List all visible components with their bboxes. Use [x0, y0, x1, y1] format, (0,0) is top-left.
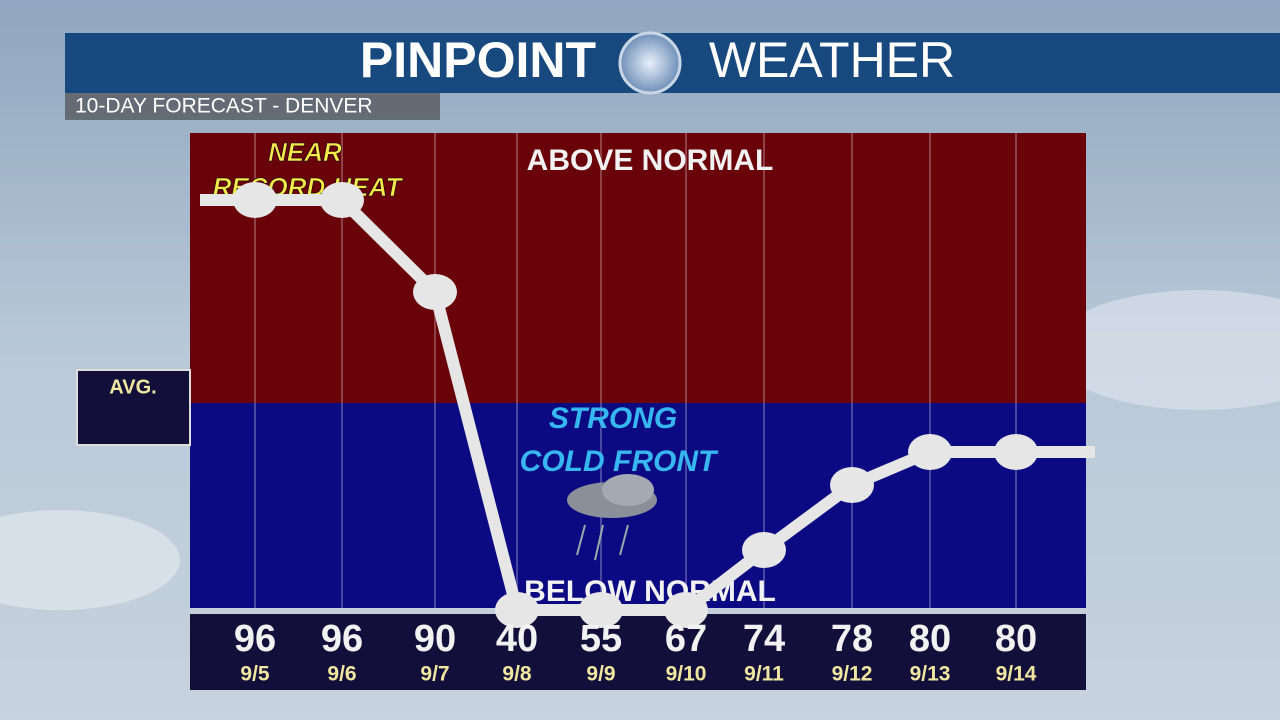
temp-label: 74	[743, 618, 785, 660]
above-label: ABOVE NORMAL	[527, 144, 774, 177]
date-label: 9/14	[996, 663, 1037, 686]
date-label: 9/5	[240, 663, 270, 686]
temp-dot	[830, 467, 874, 503]
temp-dot	[742, 532, 786, 568]
annotation: STRONG	[549, 402, 677, 435]
date-label: 9/13	[910, 663, 951, 686]
temp-dot	[908, 434, 952, 470]
brand-left: PINPOINT	[360, 32, 596, 88]
subtitle: 10-DAY FORECAST - DENVER	[75, 95, 373, 118]
temp-dot	[233, 182, 277, 218]
above-zone	[190, 133, 1086, 403]
date-label: 9/9	[586, 663, 615, 686]
cloud	[0, 510, 180, 610]
logo-globe	[618, 31, 682, 95]
temp-label: 55	[580, 618, 622, 660]
below-label: BELOW NORMAL	[524, 575, 776, 608]
temp-dot	[579, 592, 623, 628]
temp-label: 96	[321, 618, 363, 660]
temp-dot	[320, 182, 364, 218]
date-label: 9/10	[666, 663, 707, 686]
storm-icon	[567, 474, 657, 561]
date-label: 9/7	[420, 663, 449, 686]
subtitle-bar	[65, 93, 440, 120]
temp-dot	[495, 592, 539, 628]
temp-band	[190, 614, 1086, 690]
avg-label: AVG.	[109, 376, 156, 398]
temp-dot	[994, 434, 1038, 470]
annotation: NEAR	[268, 137, 342, 167]
date-label: 9/12	[832, 663, 873, 686]
annotation: COLD FRONT	[520, 445, 719, 478]
temp-label: 80	[995, 618, 1037, 660]
temp-label: 67	[665, 618, 707, 660]
temp-dot	[664, 592, 708, 628]
temp-dot	[413, 274, 457, 310]
temp-label: 80	[909, 618, 951, 660]
brand-right: WEATHER	[709, 32, 955, 88]
temp-label: 78	[831, 618, 873, 660]
temp-label: 96	[234, 618, 276, 660]
cloud	[1050, 290, 1280, 410]
date-label: 9/6	[327, 663, 356, 686]
date-label: 9/11	[744, 663, 784, 686]
avg-box	[76, 369, 191, 446]
date-label: 9/8	[502, 663, 532, 686]
temp-label: 90	[414, 618, 456, 660]
temp-label: 40	[496, 618, 538, 660]
